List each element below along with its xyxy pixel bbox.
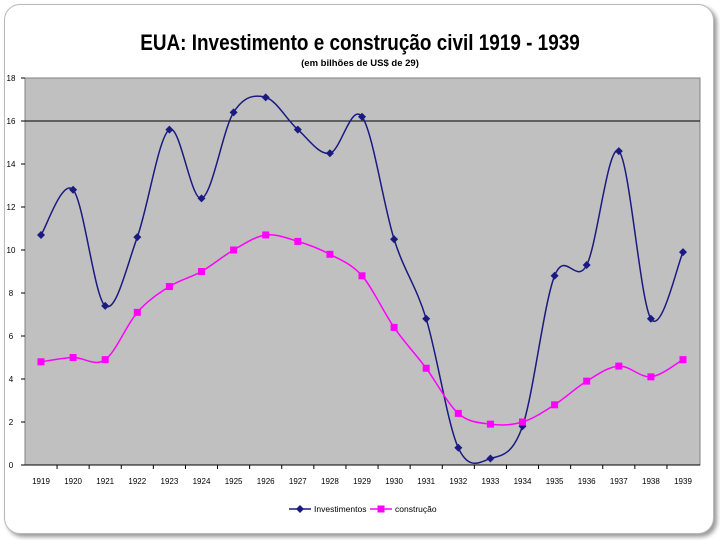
data-point bbox=[454, 409, 462, 417]
y-tick-label: 6 bbox=[9, 332, 14, 341]
chart-title: EUA: Investimento e construção civil 191… bbox=[140, 30, 580, 55]
data-point bbox=[325, 149, 334, 158]
data-point bbox=[582, 261, 591, 270]
x-tick-label: 1932 bbox=[449, 477, 467, 486]
data-point bbox=[551, 401, 559, 409]
data-point bbox=[519, 418, 526, 426]
x-tick-label: 1935 bbox=[546, 477, 564, 486]
x-tick-label: 1937 bbox=[610, 477, 628, 486]
y-tick-label: 8 bbox=[9, 289, 14, 298]
x-tick-label: 1921 bbox=[96, 477, 114, 486]
plot-area bbox=[24, 77, 701, 466]
x-tick-label: 1936 bbox=[578, 477, 596, 486]
data-point bbox=[358, 272, 366, 280]
data-point bbox=[615, 362, 623, 370]
data-point bbox=[133, 308, 141, 316]
data-point bbox=[165, 125, 174, 134]
legend-marker bbox=[377, 505, 385, 513]
y-tick-label: 12 bbox=[7, 203, 16, 212]
legend-item: construção bbox=[370, 504, 437, 514]
series-line bbox=[40, 95, 684, 464]
x-tick-label: 1927 bbox=[289, 477, 307, 486]
data-point bbox=[390, 235, 399, 244]
legend-label: construção bbox=[395, 504, 437, 514]
series-investimentos bbox=[37, 93, 687, 464]
data-point bbox=[294, 237, 302, 245]
x-axis-ticks: 1919 1920 1921 1922 1923 1924 1925 1926 1927 1928… bbox=[25, 464, 700, 486]
data-point bbox=[69, 185, 78, 194]
x-tick-label: 1923 bbox=[161, 477, 179, 486]
data-point bbox=[679, 356, 687, 364]
data-point bbox=[486, 454, 495, 463]
data-point bbox=[37, 230, 45, 239]
data-point bbox=[679, 248, 687, 257]
x-tick-label: 1926 bbox=[257, 477, 275, 486]
data-point bbox=[37, 358, 45, 366]
data-point bbox=[293, 125, 302, 134]
data-point bbox=[422, 314, 431, 323]
y-tick-label: 10 bbox=[7, 246, 16, 255]
x-tick-label: 1920 bbox=[64, 477, 82, 486]
data-point bbox=[197, 194, 206, 203]
data-point bbox=[326, 250, 334, 258]
y-tick-label: 18 bbox=[7, 74, 16, 83]
x-tick-label: 1934 bbox=[514, 477, 532, 486]
x-tick-label: 1930 bbox=[385, 477, 403, 486]
x-tick-label: 1925 bbox=[225, 477, 243, 486]
data-point bbox=[69, 354, 77, 361]
data-point bbox=[261, 93, 270, 102]
data-point bbox=[646, 314, 655, 323]
data-point bbox=[390, 323, 398, 331]
data-point bbox=[550, 271, 559, 280]
data-point bbox=[262, 231, 270, 239]
series-construcao bbox=[37, 231, 687, 428]
data-point bbox=[647, 373, 655, 381]
data-point bbox=[101, 356, 109, 364]
y-tick-label: 14 bbox=[7, 160, 16, 169]
data-point bbox=[583, 377, 591, 385]
data-point bbox=[454, 443, 463, 452]
series-layer bbox=[37, 93, 687, 464]
data-point bbox=[229, 108, 238, 117]
x-tick-label: 1919 bbox=[32, 477, 50, 486]
y-tick-label: 16 bbox=[7, 117, 16, 126]
y-tick-label: 0 bbox=[9, 461, 14, 470]
x-tick-label: 1929 bbox=[353, 477, 371, 486]
data-point bbox=[133, 233, 142, 242]
x-tick-label: 1924 bbox=[193, 477, 211, 486]
data-point bbox=[165, 283, 173, 291]
data-point bbox=[198, 268, 205, 275]
legend: Investimentos construção bbox=[289, 504, 437, 514]
x-tick-label: 1922 bbox=[128, 477, 146, 486]
data-point bbox=[358, 112, 366, 121]
x-tick-label: 1928 bbox=[321, 477, 339, 486]
data-point bbox=[486, 420, 494, 428]
y-axis-ticks: 0 2 4 6 8 10 12 14 16 18 bbox=[7, 74, 25, 470]
y-tick-label: 4 bbox=[9, 375, 14, 384]
data-point bbox=[101, 301, 110, 310]
x-tick-label: 1933 bbox=[482, 477, 500, 486]
data-point bbox=[422, 364, 430, 372]
chart-subtitle: (em bilhões de US$ de 29) bbox=[301, 58, 419, 69]
x-tick-label: 1939 bbox=[674, 477, 692, 486]
x-tick-label: 1931 bbox=[417, 477, 435, 486]
legend-item: Investimentos bbox=[289, 504, 366, 514]
x-tick-label: 1938 bbox=[642, 477, 660, 486]
data-point bbox=[230, 246, 238, 254]
y-tick-label: 2 bbox=[9, 418, 14, 427]
data-point bbox=[614, 147, 623, 156]
legend-marker bbox=[296, 505, 304, 513]
legend-label: Investimentos bbox=[314, 504, 366, 514]
